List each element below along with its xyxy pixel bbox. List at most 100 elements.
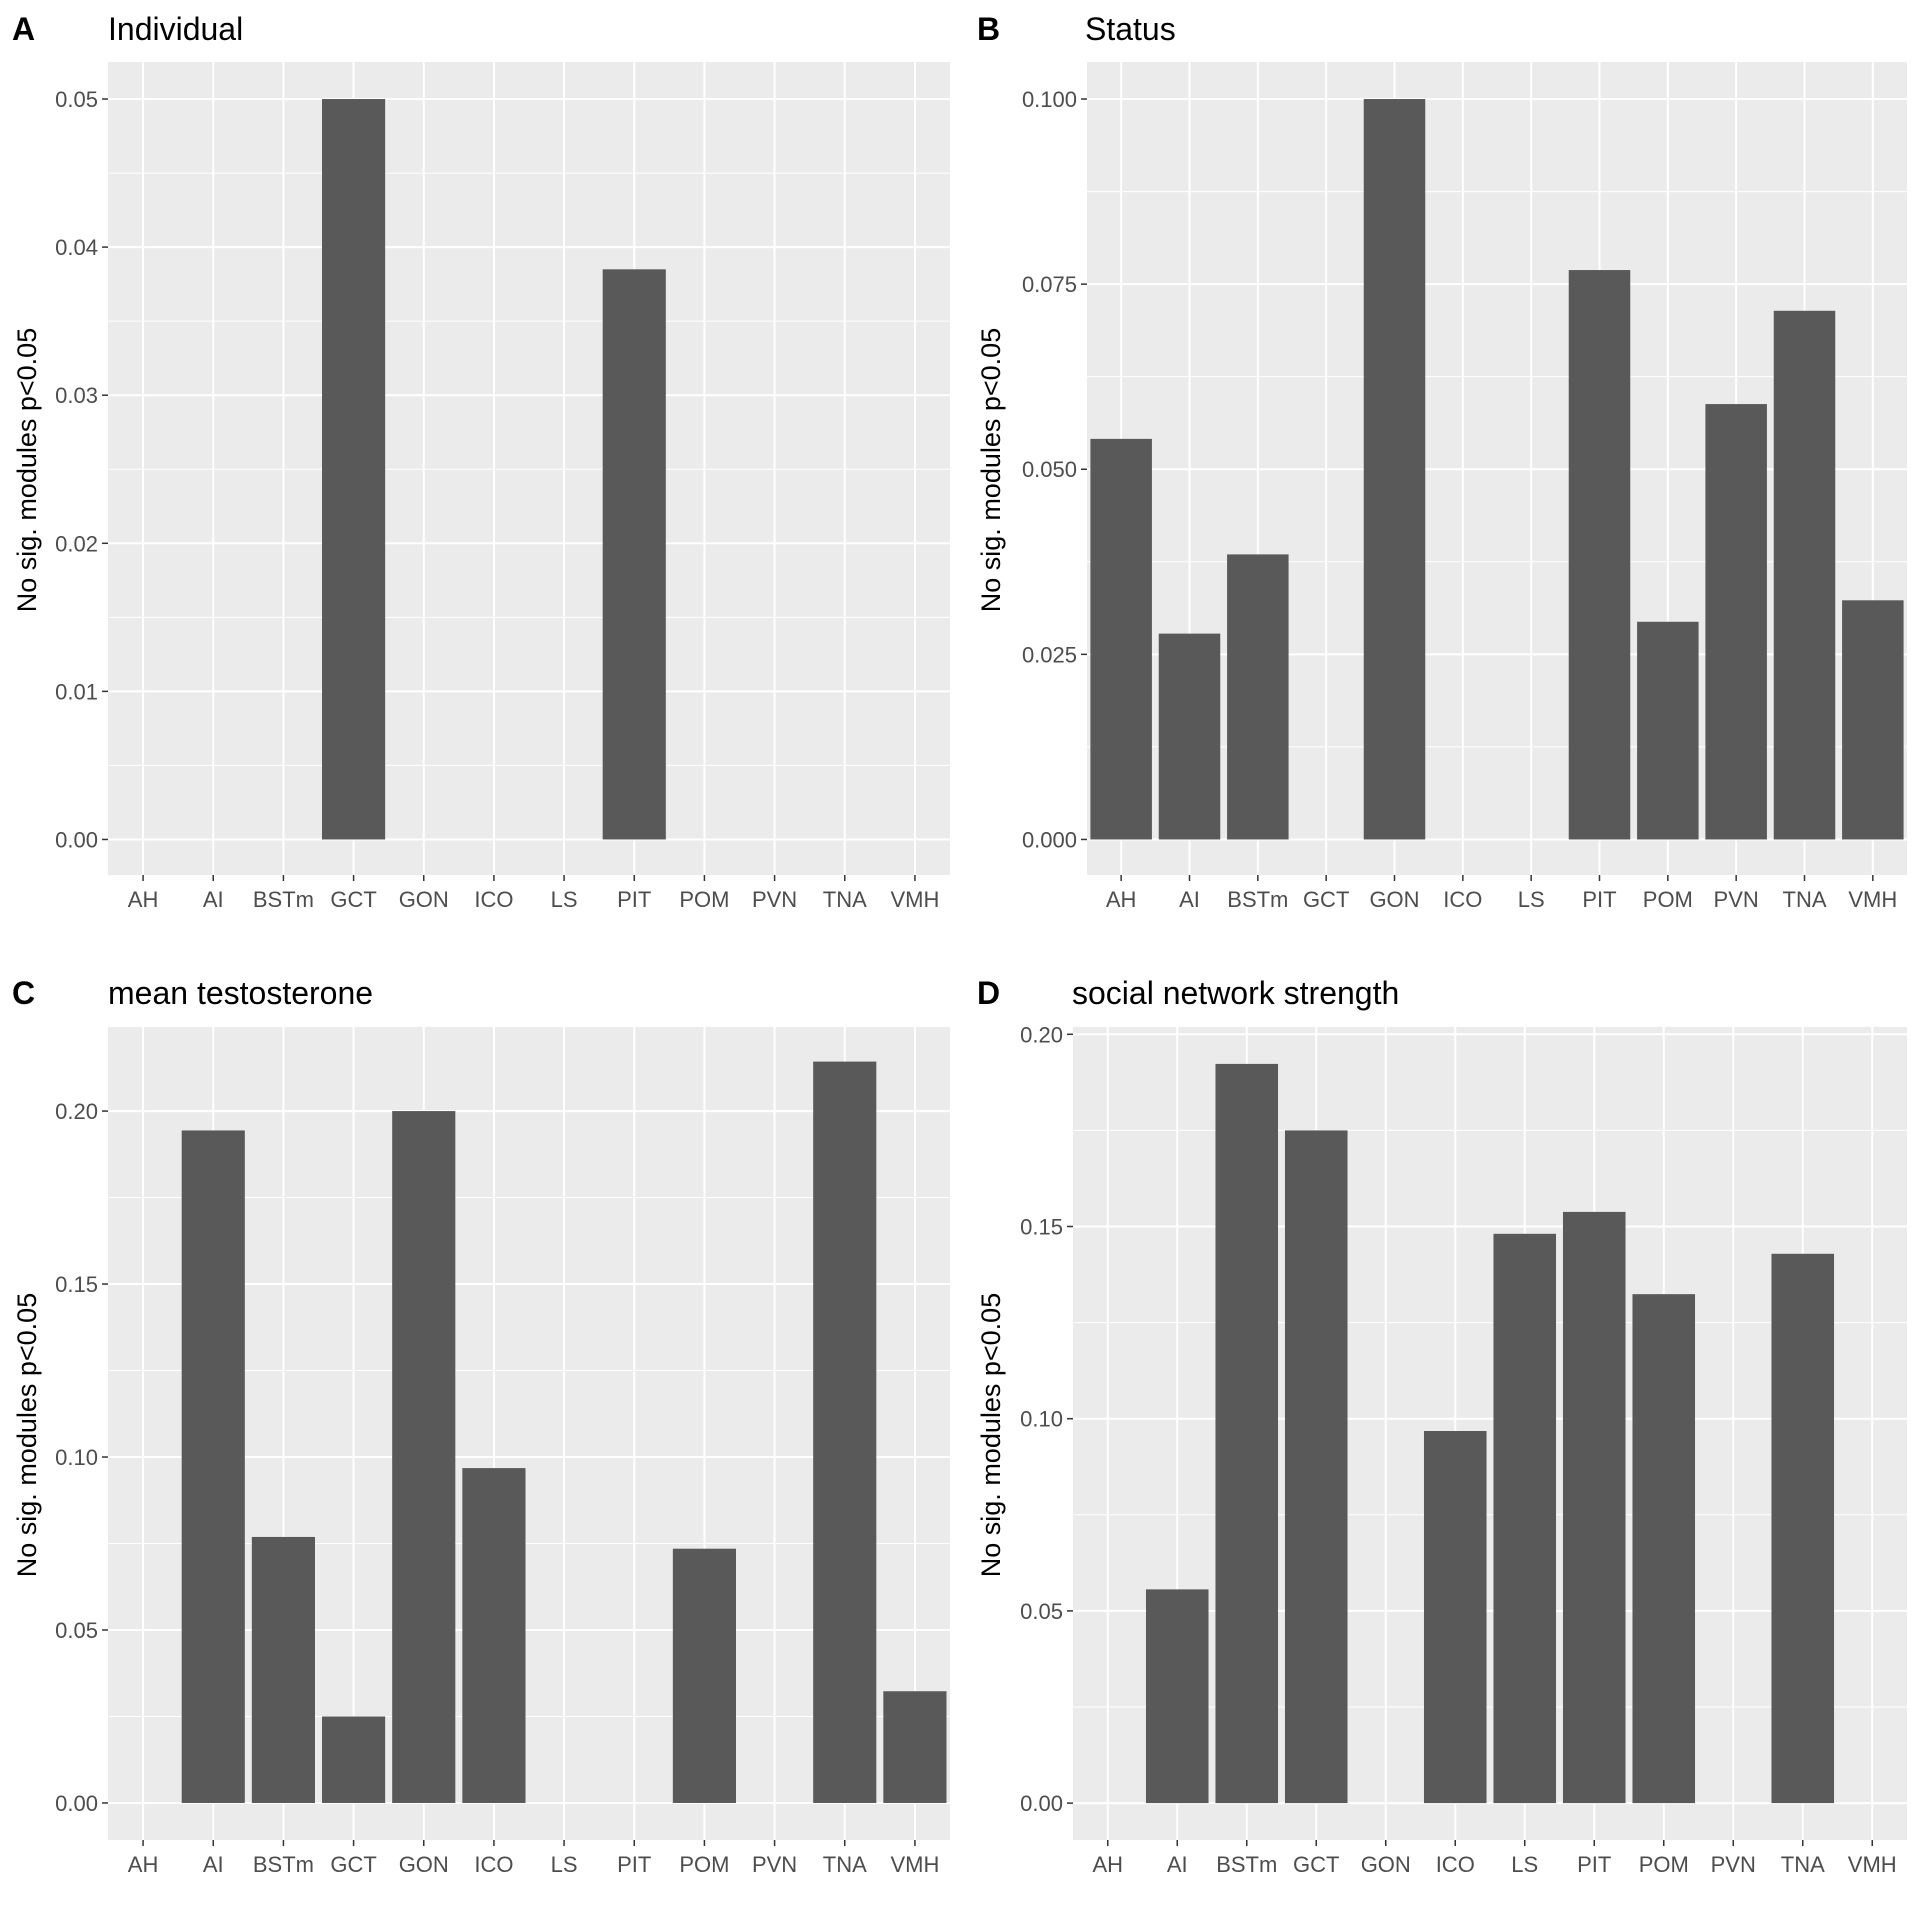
- x-tick-label-ah: AH: [128, 1852, 159, 1877]
- bar-bstm: [251, 1536, 315, 1803]
- plot-area: 0.00 0.01 0.02 0.03 0.04 0.05 AH AI BSTm GCT GON IC…: [55, 62, 950, 912]
- panel-letter: B: [977, 11, 1000, 47]
- x-tick-label-ico: ICO: [1443, 887, 1482, 912]
- panel-background: [1073, 1027, 1907, 1840]
- bar-gon: [1363, 99, 1426, 840]
- panel-letter: C: [12, 975, 35, 1011]
- x-tick-label-vmh: VMH: [1848, 1852, 1897, 1877]
- x-tick-label-tna: TNA: [823, 887, 867, 912]
- x-tick-label-ai: AI: [1167, 1852, 1188, 1877]
- x-tick-label-ai: AI: [203, 1852, 224, 1877]
- x-tick-label-pit: PIT: [617, 1852, 651, 1877]
- y-tick-label: 0.00: [1020, 1791, 1063, 1816]
- panel-background: [108, 62, 950, 875]
- bar-gct: [322, 99, 386, 840]
- panel-background: [108, 1027, 950, 1840]
- x-tick-label-gon: GON: [1361, 1852, 1411, 1877]
- bar-ico: [1423, 1431, 1487, 1804]
- bar-pom: [1632, 1294, 1696, 1804]
- y-tick-label: 0.20: [55, 1099, 98, 1124]
- y-tick-label: 0.02: [55, 531, 98, 556]
- panel-title: Individual: [108, 11, 243, 47]
- plot-area: 0.00 0.05 0.10 0.15 0.20 AH AI BSTm GCT GON ICO LS P…: [55, 1027, 950, 1877]
- x-tick-label-ah: AH: [128, 887, 159, 912]
- y-tick-label: 0.01: [55, 679, 98, 704]
- y-axis-title: No sig. modules p<0.05: [12, 1293, 42, 1577]
- y-tick-label: 0.000: [1022, 827, 1077, 852]
- x-tick-label-vmh: VMH: [890, 887, 939, 912]
- x-tick-label-ico: ICO: [474, 1852, 513, 1877]
- bar-vmh: [883, 1691, 947, 1803]
- y-axis-title: No sig. modules p<0.05: [976, 1293, 1006, 1577]
- y-tick-label: 0.03: [55, 383, 98, 408]
- x-tick-label-pvn: PVN: [752, 1852, 797, 1877]
- y-tick-label: 0.050: [1022, 457, 1077, 482]
- x-tick-label-ai: AI: [203, 887, 224, 912]
- y-tick-label: 0.10: [1020, 1407, 1063, 1432]
- x-tick-label-bstm: BSTm: [1227, 887, 1288, 912]
- y-tick-label: 0.15: [55, 1272, 98, 1297]
- x-tick-label-gon: GON: [399, 1852, 449, 1877]
- bar-tna: [1773, 310, 1836, 840]
- bar-ls: [1493, 1233, 1557, 1804]
- y-axis-title: No sig. modules p<0.05: [976, 328, 1006, 612]
- y-tick-label: 0.20: [1020, 1022, 1063, 1047]
- bar-ai: [181, 1130, 245, 1803]
- bar-pit: [1562, 1211, 1626, 1804]
- panel-letter: A: [12, 11, 35, 47]
- bar-ai: [1158, 633, 1221, 840]
- bar-gon: [392, 1111, 456, 1803]
- x-tick-label-pvn: PVN: [752, 887, 797, 912]
- x-tick-label-ls: LS: [1518, 887, 1545, 912]
- y-tick-label: 0.025: [1022, 642, 1077, 667]
- x-tick-label-gct: GCT: [1293, 1852, 1339, 1877]
- x-tick-label-gct: GCT: [330, 1852, 376, 1877]
- x-tick-label-ls: LS: [551, 887, 578, 912]
- x-tick-label-pom: POM: [1639, 1852, 1689, 1877]
- panel-c: C mean testosterone No sig. modules p<0.…: [12, 975, 950, 1877]
- panel-title: social network strength: [1072, 975, 1399, 1011]
- x-tick-label-pom: POM: [1643, 887, 1693, 912]
- bar-bstm: [1227, 554, 1289, 840]
- x-tick-label-tna: TNA: [1783, 887, 1827, 912]
- x-tick-label-vmh: VMH: [1848, 887, 1897, 912]
- x-tick-label-gon: GON: [1369, 887, 1419, 912]
- x-tick-label-pvn: PVN: [1711, 1852, 1756, 1877]
- y-tick-label: 0.075: [1022, 272, 1077, 297]
- x-tick-label-tna: TNA: [1781, 1852, 1825, 1877]
- y-tick-label: 0.05: [1020, 1599, 1063, 1624]
- bar-vmh: [1842, 600, 1904, 840]
- bar-tna: [1771, 1253, 1835, 1804]
- y-tick-label: 0.00: [55, 827, 98, 852]
- x-tick-label-pom: POM: [679, 1852, 729, 1877]
- bar-bstm: [1215, 1063, 1279, 1804]
- panel-letter: D: [977, 975, 1000, 1011]
- panel-b: B Status No sig. modules p<0.05 0.0000.0…: [976, 11, 1907, 912]
- x-tick-label-ico: ICO: [474, 887, 513, 912]
- y-tick-label: 0.00: [55, 1791, 98, 1816]
- y-tick-label: 0.100: [1022, 87, 1077, 112]
- x-tick-label-ah: AH: [1106, 887, 1137, 912]
- plot-area: 0.000 0.025 0.050 0.075 0.100 AH AI BSTm GCT GON I…: [1022, 62, 1907, 912]
- y-tick-label: 0.05: [55, 1618, 98, 1643]
- x-tick-label-ah: AH: [1092, 1852, 1123, 1877]
- y-tick-label: 0.10: [55, 1445, 98, 1470]
- bar-ah: [1090, 438, 1152, 840]
- x-tick-label-vmh: VMH: [890, 1852, 939, 1877]
- y-tick-label: 0.04: [55, 235, 98, 260]
- bar-pit: [602, 269, 666, 840]
- y-axis-title: No sig. modules p<0.05: [12, 328, 42, 612]
- x-tick-label-gon: GON: [399, 887, 449, 912]
- panel-a: A Individual No sig. modules p<0.05 0.00…: [12, 11, 950, 912]
- x-tick-label-pit: PIT: [1577, 1852, 1611, 1877]
- x-tick-label-pit: PIT: [1582, 887, 1616, 912]
- x-tick-label-ls: LS: [551, 1852, 578, 1877]
- bar-pit: [1568, 270, 1631, 840]
- x-tick-label-bstm: BSTm: [253, 887, 314, 912]
- y-tick-label: 0.05: [55, 87, 98, 112]
- x-tick-label-ico: ICO: [1436, 1852, 1475, 1877]
- bar-tna: [813, 1061, 877, 1803]
- bar-pom: [672, 1548, 736, 1803]
- bar-ai: [1145, 1589, 1209, 1804]
